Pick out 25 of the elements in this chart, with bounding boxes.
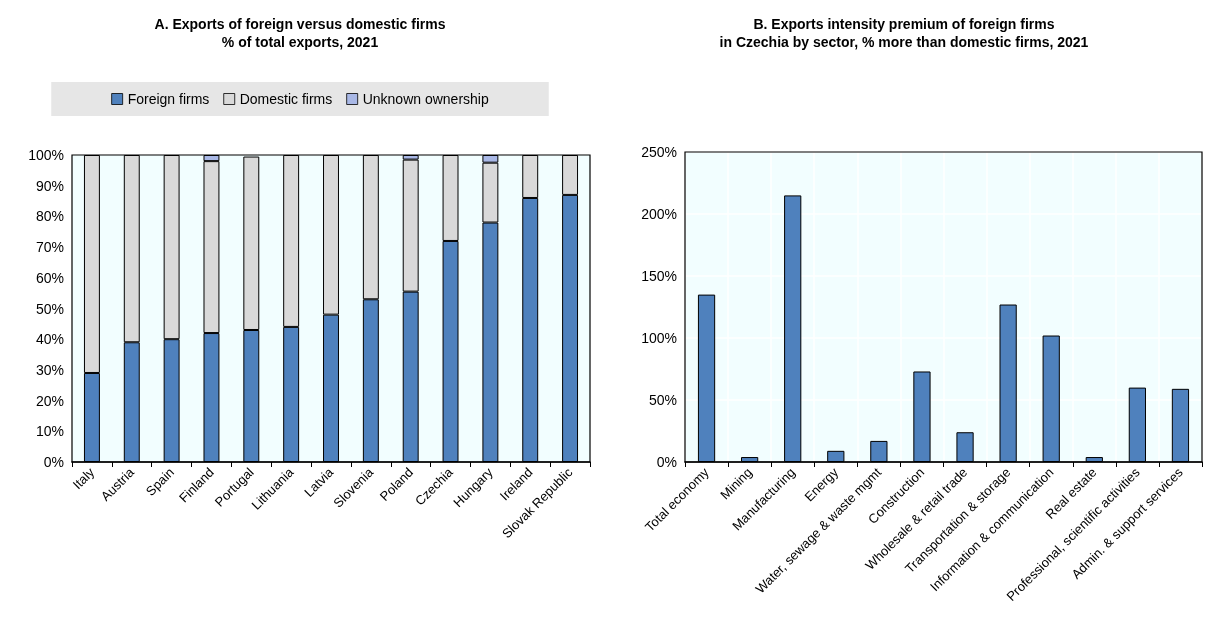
y-tick-label: 200%	[641, 206, 677, 222]
y-tick-label: 10%	[35, 423, 64, 440]
legend-label: Foreign firms	[127, 91, 210, 107]
y-tick-label: 30%	[35, 361, 64, 378]
chart-subtitle: % of total exports, 2021	[221, 34, 379, 50]
y-tick-label: 50%	[35, 300, 64, 317]
y-tick-label: 20%	[35, 392, 64, 409]
y-tick-label: 150%	[641, 268, 677, 284]
y-tick-label: 0%	[43, 454, 64, 470]
y-tick-label: 50%	[648, 392, 677, 408]
chart-title: B. Exports intensity premium of foreign firms	[753, 16, 1055, 32]
chart-title: A. Exports of foreign versus domestic firms	[154, 16, 446, 32]
y-tick-label: 60%	[35, 269, 64, 286]
y-tick-label: 80%	[35, 208, 64, 225]
chart-subtitle: in Czechia by sector, % more than domestic firms, 2021	[719, 34, 1089, 50]
x-tick-label: Italy	[69, 464, 98, 493]
y-tick-label: 250%	[641, 144, 677, 160]
y-tick-label: 100%	[641, 330, 677, 346]
legend-label: Unknown ownership	[362, 91, 489, 107]
y-tick-label: 100%	[28, 147, 64, 163]
legend-label: Domestic firms	[239, 91, 333, 107]
y-tick-label: 0%	[656, 454, 677, 470]
y-tick-label: 70%	[35, 239, 64, 256]
y-tick-label: 40%	[35, 331, 64, 348]
y-tick-label: 90%	[35, 177, 64, 194]
